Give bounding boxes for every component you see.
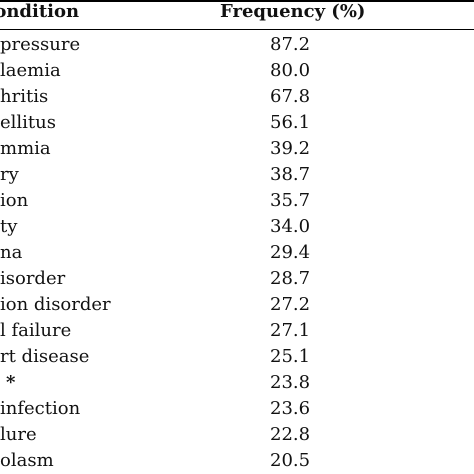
table-row: ty 34.0 (0, 214, 474, 240)
table-row: infection 23.6 (0, 396, 474, 422)
table-row: olasm 20.5 (0, 448, 474, 474)
frequency-cell: 29.4 (270, 242, 311, 263)
condition-cell: rt disease (0, 346, 90, 367)
frequency-cell: 35.7 (270, 190, 311, 211)
header-frequency: Frequency (%) (220, 1, 366, 22)
table-row: hritis 67.8 (0, 84, 474, 110)
frequency-cell: 28.7 (270, 268, 311, 289)
table-row: na 29.4 (0, 240, 474, 266)
table-row: pressure 87.2 (0, 32, 474, 58)
condition-cell: laemia (0, 60, 61, 81)
table-body: pressure 87.2 laemia 80.0 hritis 67.8 el… (0, 32, 474, 474)
condition-cell: isorder (0, 268, 66, 289)
frequency-cell: 23.8 (270, 372, 311, 393)
table-row: isorder 28.7 (0, 266, 474, 292)
table-header: Condition Frequency (%) (0, 0, 474, 30)
condition-cell: l failure (0, 320, 72, 341)
frequency-cell: 80.0 (270, 60, 311, 81)
table-row: rt disease 25.1 (0, 344, 474, 370)
table-row: * 23.8 (0, 370, 474, 396)
condition-cell: pressure (0, 34, 81, 55)
condition-cell: hritis (0, 86, 49, 107)
frequency-cell: 25.1 (270, 346, 311, 367)
table-row: ry 38.7 (0, 162, 474, 188)
table-row: mmia 39.2 (0, 136, 474, 162)
frequency-cell: 67.8 (270, 86, 311, 107)
frequency-cell: 56.1 (270, 112, 311, 133)
table-row: lure 22.8 (0, 422, 474, 448)
header-condition: Condition (0, 1, 80, 22)
condition-cell: ty (0, 216, 18, 237)
table-row: laemia 80.0 (0, 58, 474, 84)
frequency-cell: 22.8 (270, 424, 311, 445)
condition-cell: mmia (0, 138, 51, 159)
frequency-cell: 38.7 (270, 164, 311, 185)
header-rule (0, 29, 474, 30)
frequency-cell: 34.0 (270, 216, 311, 237)
frequency-cell: 20.5 (270, 450, 311, 471)
condition-cell: na (0, 242, 23, 263)
frequency-cell: 27.2 (270, 294, 311, 315)
table-row: ellitus 56.1 (0, 110, 474, 136)
condition-cell: ry (0, 164, 19, 185)
condition-cell: ion (0, 190, 29, 211)
condition-cell: ion disorder (0, 294, 111, 315)
table-row: l failure 27.1 (0, 318, 474, 344)
top-rule (0, 0, 474, 2)
table-row: ion disorder 27.2 (0, 292, 474, 318)
frequency-cell: 27.1 (270, 320, 311, 341)
frequency-cell: 39.2 (270, 138, 311, 159)
table-row: ion 35.7 (0, 188, 474, 214)
condition-cell: ellitus (0, 112, 56, 133)
condition-cell: lure (0, 424, 37, 445)
frequency-cell: 23.6 (270, 398, 311, 419)
condition-cell: * (6, 372, 16, 393)
condition-cell: infection (0, 398, 81, 419)
frequency-cell: 87.2 (270, 34, 311, 55)
condition-cell: olasm (0, 450, 54, 471)
